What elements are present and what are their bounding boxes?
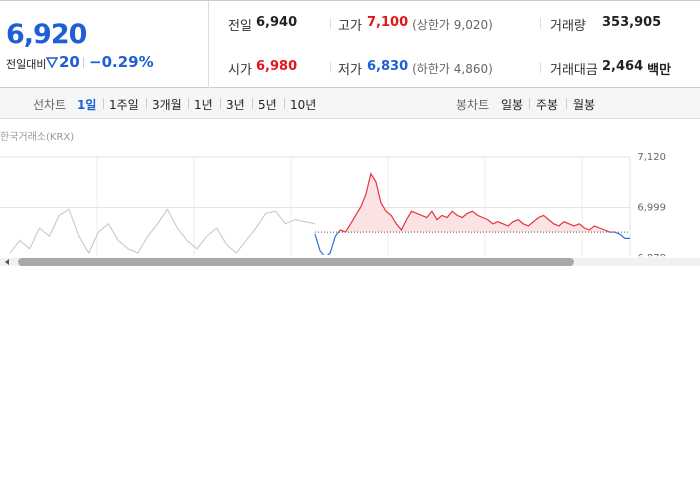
period-tab[interactable]: 5년 xyxy=(258,98,277,112)
separator xyxy=(252,98,253,109)
today-line-up xyxy=(337,172,617,233)
separator xyxy=(83,57,84,68)
stat-label: 거래량 xyxy=(550,19,586,34)
source-label: 한국거래소(KRX) xyxy=(0,131,74,143)
tab-group-label: 선차트 xyxy=(33,98,67,112)
separator xyxy=(188,98,189,109)
stat-label: 저가 xyxy=(338,63,362,78)
quote-box: 6,920 전일대비 20 −0.29% xyxy=(0,1,209,88)
stat-value: 6,940 xyxy=(256,15,298,30)
separator xyxy=(330,18,331,29)
price: 6,920 xyxy=(6,19,87,50)
stat-note: (상한가 9,020) xyxy=(412,18,493,32)
stat-value: 2,464 xyxy=(602,59,644,74)
period-tab[interactable]: 3개월 xyxy=(152,98,182,112)
period-tab[interactable]: 1일 xyxy=(77,98,97,112)
separator xyxy=(540,62,541,73)
separator xyxy=(103,98,104,109)
candle-tab[interactable]: 월봉 xyxy=(573,98,596,112)
stat-label: 전일 xyxy=(228,19,252,34)
separator xyxy=(146,98,147,109)
stat-label: 고가 xyxy=(338,19,362,34)
stat-value: 353,905 xyxy=(602,15,662,30)
stat-label: 거래대금 xyxy=(550,63,598,78)
separator xyxy=(220,98,221,109)
stat-unit: 백만 xyxy=(647,63,672,78)
period-tab[interactable]: 1주일 xyxy=(109,98,139,112)
separator xyxy=(566,98,567,109)
plot xyxy=(9,172,630,255)
period-tab[interactable]: 3년 xyxy=(226,98,245,112)
today-area xyxy=(338,173,615,233)
y-tick-label: 7,120 xyxy=(637,152,666,163)
separator xyxy=(284,98,285,109)
down-arrow xyxy=(46,57,58,68)
chart-tabs: 선차트 1일 1주일 3개월 1년 3년 5년 10년 봉차트 일봉 주봉 월봉 xyxy=(0,88,700,119)
separator xyxy=(529,98,530,109)
y-tick-label: 6,999 xyxy=(637,203,666,214)
change-label: 전일대비 xyxy=(6,58,47,71)
change-rate: −0.29% xyxy=(89,53,154,71)
scrollbar-thumb[interactable] xyxy=(18,258,574,266)
candle-tab[interactable]: 주봉 xyxy=(536,98,559,112)
change: 20 xyxy=(59,53,80,71)
separator xyxy=(330,62,331,73)
scroll-left-arrow xyxy=(5,259,9,265)
stat-note: (하한가 4,860) xyxy=(412,62,493,76)
candle-tab[interactable]: 일봉 xyxy=(501,98,524,112)
period-tab[interactable]: 1년 xyxy=(194,98,213,112)
summary: 6,920 전일대비 20 −0.29% 전일 6,940 고가 7,100 (상한가 … xyxy=(0,0,700,88)
stat-label: 시가 xyxy=(228,63,252,78)
stat-value: 6,830 xyxy=(367,59,409,74)
tab-group-label: 봉차트 xyxy=(456,98,490,112)
period-tab[interactable]: 10년 xyxy=(290,98,317,112)
stat-value: 6,980 xyxy=(256,59,298,74)
stat-value: 7,100 xyxy=(367,15,409,30)
separator xyxy=(540,18,541,29)
previous-line xyxy=(9,208,316,255)
